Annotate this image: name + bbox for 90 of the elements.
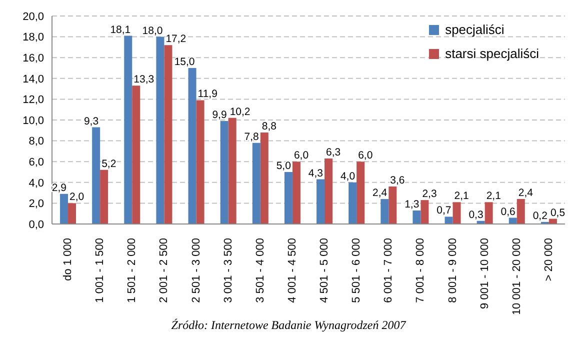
bar: [516, 199, 525, 224]
x-tick-label: 10 001 - 20 000: [510, 238, 523, 316]
data-label: 0,7: [436, 204, 452, 217]
data-label: 2,1: [486, 190, 502, 202]
x-tick-label: 7 001 - 8 000: [414, 238, 427, 303]
bar: [292, 162, 300, 224]
data-label: 6,0: [294, 150, 309, 162]
x-tick-label: 1 501 - 2 000: [126, 238, 138, 303]
bar: [324, 158, 333, 224]
text: Źródło: Internetowe Badanie Wynagrodzeń 2007: [170, 318, 408, 333]
x-tick-label: > 20 000: [542, 238, 555, 282]
bar: [132, 86, 140, 224]
data-label: 11,9: [198, 88, 218, 100]
data-label: 10,2: [230, 106, 250, 118]
bar: [316, 179, 325, 224]
y-tick-label: 2,0: [28, 198, 44, 210]
bar: [444, 216, 453, 224]
bar: [220, 121, 228, 224]
x-tick-label: 9 001 - 10 000: [478, 238, 491, 309]
bar: [284, 172, 292, 224]
bar: [452, 202, 461, 224]
data-label: 0,2: [532, 210, 548, 222]
data-label: 8,8: [262, 120, 277, 132]
bar: [380, 199, 389, 224]
bar: [228, 118, 236, 224]
x-tick-label: 8 001 - 9 000: [446, 238, 459, 303]
data-label: 9,9: [212, 109, 227, 122]
bar: [484, 202, 493, 224]
x-tick-label: 4 001 - 4 500: [286, 238, 298, 303]
data-label: 6,0: [358, 150, 373, 162]
y-tick-label: 18,0: [22, 32, 44, 44]
data-label: 2,4: [372, 187, 388, 200]
data-label: 3,6: [390, 174, 405, 187]
y-tick-label: 14,0: [22, 73, 44, 86]
bar: [164, 45, 172, 224]
bar: [412, 210, 421, 224]
y-tick-label: 8,0: [28, 136, 44, 148]
y-tick-label: 6,0: [28, 156, 44, 169]
data-label: 0,6: [500, 206, 516, 218]
data-label: 7,8: [244, 130, 260, 143]
bar: [260, 132, 268, 224]
data-label: 0,5: [550, 206, 566, 219]
bar: [92, 127, 100, 224]
bar: [60, 194, 68, 224]
data-label: 18,1: [110, 24, 131, 36]
data-label: 15,0: [174, 56, 195, 68]
bar: [356, 162, 365, 224]
x-tick-label: 6 001 - 7 000: [382, 238, 395, 303]
bar: [388, 186, 397, 224]
y-tick-label: 4,0: [28, 177, 44, 190]
x-tick-label: 5 501 - 6 000: [350, 238, 363, 303]
data-label: 5,2: [102, 158, 116, 170]
y-tick-label: 12,0: [22, 94, 44, 106]
x-tick-label: 4 501 - 5 000: [318, 238, 331, 303]
y-tick-label: 10,0: [22, 114, 44, 127]
data-label: 2,1: [454, 190, 470, 202]
data-label: 1,3: [404, 198, 420, 210]
data-label: 17,2: [166, 33, 186, 46]
x-tick-label: 3 501 - 4 000: [254, 238, 266, 303]
legend-label: starsi specjaliści: [445, 45, 539, 63]
data-label: 5,0: [276, 160, 292, 172]
bar: [124, 36, 132, 224]
data-label: 2,9: [52, 182, 67, 194]
bar: [348, 182, 357, 224]
bar: [196, 100, 204, 224]
bar: [68, 203, 76, 224]
data-label: 4,0: [340, 170, 356, 182]
data-label: 18,0: [142, 24, 163, 37]
x-tick-label: 2 001 - 2 500: [158, 238, 170, 303]
data-label: 0,3: [468, 208, 484, 221]
x-tick-label: 3 001 - 3 500: [222, 238, 234, 303]
legend-label: specjaliści: [445, 21, 504, 39]
bar: [420, 200, 429, 224]
bar: [100, 170, 108, 224]
x-tick-label: do 1 000: [62, 238, 74, 281]
data-label: 13,3: [134, 74, 154, 86]
bar: [156, 36, 164, 224]
x-tick-label: 1 001 - 1 500: [94, 238, 106, 303]
data-label: 2,3: [422, 188, 437, 200]
y-tick-label: 20,0: [22, 10, 44, 23]
x-tick-label: 2 501 - 3 000: [190, 238, 202, 303]
data-label: 4,3: [308, 167, 324, 180]
y-tick-label: 0,0: [28, 218, 44, 231]
bar: [252, 142, 260, 224]
y-tick-label: 16,0: [22, 52, 44, 65]
data-label: 9,3: [84, 115, 99, 128]
data-label: 2,4: [518, 187, 534, 200]
bar: [188, 68, 196, 224]
data-label: 2,0: [70, 191, 84, 204]
data-label: 6,3: [326, 146, 341, 158]
